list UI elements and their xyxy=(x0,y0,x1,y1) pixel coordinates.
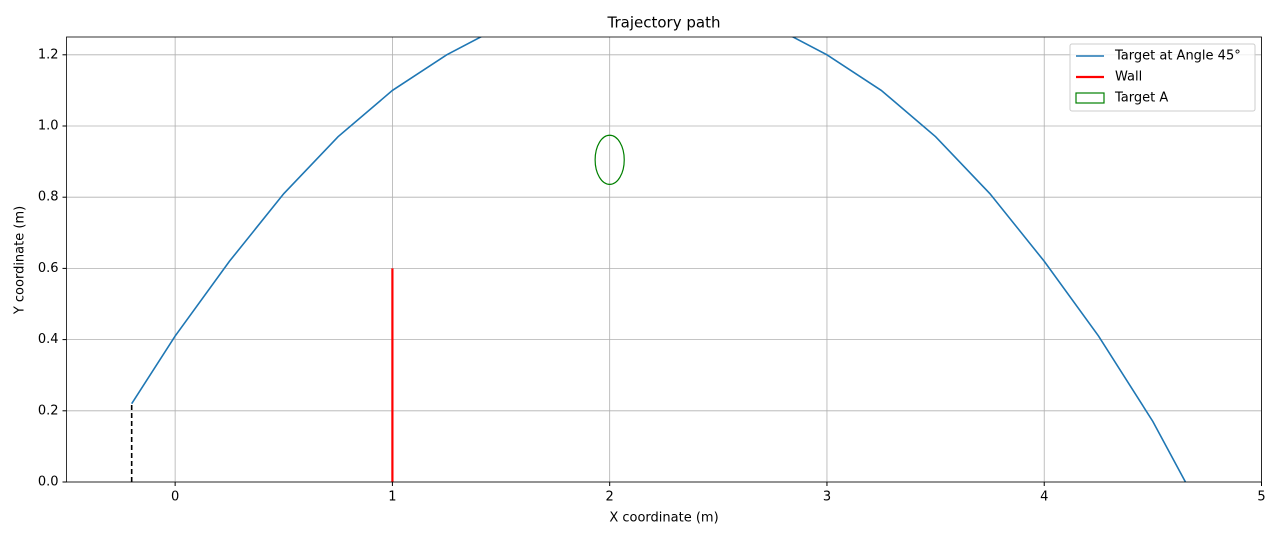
x-tick-label: 5 xyxy=(1257,490,1265,505)
legend-label: Wall xyxy=(1115,70,1142,85)
x-axis-label: X coordinate (m) xyxy=(609,511,718,526)
y-tick-label: 1.2 xyxy=(38,47,59,62)
y-tick-label: 0.4 xyxy=(38,332,59,347)
legend-box xyxy=(1069,43,1256,112)
legend-label: Target A xyxy=(1114,91,1168,106)
y-tick-label: 0.0 xyxy=(38,475,59,490)
plot-area xyxy=(130,37,1187,482)
y-tick-label: 0.8 xyxy=(38,190,59,205)
x-tick-label: 4 xyxy=(1040,490,1048,505)
x-tick-label: 3 xyxy=(823,490,831,505)
y-tick-label: 0.6 xyxy=(38,261,59,276)
chart-title: Trajectory path xyxy=(607,14,721,32)
y-axis-label: Y coordinate (m) xyxy=(13,206,28,315)
x-tick-label: 1 xyxy=(388,490,396,505)
x-tick-label: 2 xyxy=(606,490,614,505)
legend-label: Target at Angle 45° xyxy=(1114,49,1241,64)
target xyxy=(594,134,625,185)
y-tick-label: 1.0 xyxy=(38,119,59,134)
axes-frame xyxy=(66,36,1262,483)
trajectory-line xyxy=(131,37,1187,482)
legend-swatch xyxy=(1075,92,1105,104)
y-tick-label: 0.2 xyxy=(38,403,59,418)
legend: Target at Angle 45° Wall Target A xyxy=(1069,43,1256,112)
x-tick-label: 0 xyxy=(171,490,179,505)
